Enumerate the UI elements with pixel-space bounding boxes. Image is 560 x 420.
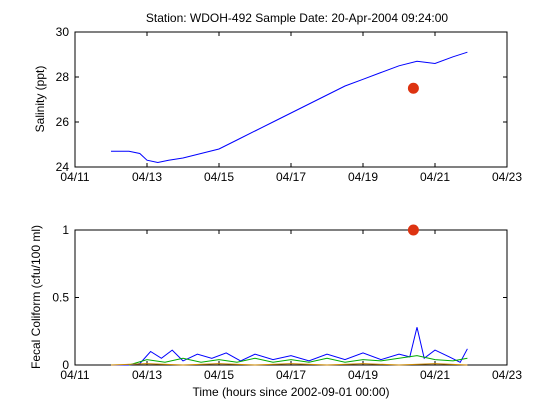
fecal-xtick-label: 04/21 bbox=[420, 368, 450, 382]
salinity-xtick-label: 04/21 bbox=[420, 170, 450, 184]
salinity-ytick-label: 28 bbox=[56, 70, 70, 84]
fecal-ytick-label: 0.5 bbox=[52, 291, 69, 305]
salinity-ytick-label: 30 bbox=[56, 25, 70, 39]
fecal-xtick-label: 04/11 bbox=[60, 368, 89, 382]
salinity-axes: Salinity (ppt) 04/11 04/13 04/15 04/17 04/19… bbox=[33, 25, 522, 184]
fecal-xlabel: Time (hours since 2002-09-01 00:00) bbox=[193, 385, 390, 399]
salinity-series-line-0 bbox=[111, 51, 468, 164]
fecal-series-line-1 bbox=[128, 355, 468, 366]
figure-title: Station: WDOH-492 Sample Date: 20-Apr-20… bbox=[146, 11, 448, 25]
fecal-xtick-label: 04/15 bbox=[204, 368, 234, 382]
salinity-ytick-label: 24 bbox=[56, 160, 70, 174]
fecal-xtick-label: 04/17 bbox=[276, 368, 306, 382]
fecal-axes: Fecal Coliform (cfu/100 ml) Time (hours … bbox=[29, 223, 522, 399]
salinity-xtick-label: 04/11 bbox=[60, 170, 89, 184]
salinity-xtick-label: 04/19 bbox=[348, 170, 378, 184]
salinity-xtick-label: 04/15 bbox=[204, 170, 234, 184]
salinity-sample-marker-0 bbox=[407, 82, 419, 94]
fecal-ylabel: Fecal Coliform (cfu/100 ml) bbox=[29, 225, 43, 369]
fecal-xtick-label: 04/23 bbox=[492, 368, 522, 382]
fecal-series-line-2 bbox=[110, 363, 468, 366]
fecal-ytick-label: 0 bbox=[62, 358, 69, 372]
salinity-axes-frame bbox=[74, 31, 508, 168]
fecal-ytick-label: 1 bbox=[62, 223, 69, 237]
fecal-sample-marker-0 bbox=[407, 224, 419, 236]
fecal-xtick-label: 04/13 bbox=[132, 368, 162, 382]
fecal-series-line-0 bbox=[111, 327, 468, 366]
salinity-ytick-label: 26 bbox=[56, 115, 70, 129]
salinity-ylabel: Salinity (ppt) bbox=[33, 66, 47, 133]
fecal-xtick-label: 04/19 bbox=[348, 368, 378, 382]
salinity-xtick-label: 04/23 bbox=[492, 170, 522, 184]
salinity-xtick-label: 04/13 bbox=[132, 170, 162, 184]
salinity-xtick-label: 04/17 bbox=[276, 170, 306, 184]
fecal-axes-frame bbox=[74, 229, 508, 366]
